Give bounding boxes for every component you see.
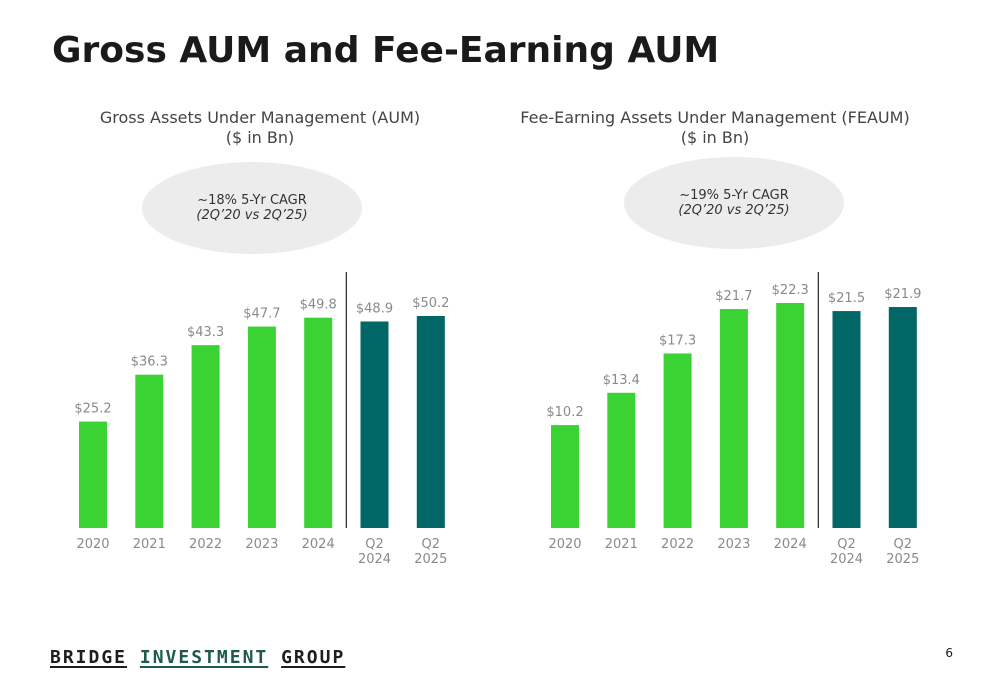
feaum-data-label: $17.3: [659, 333, 696, 348]
feaum-data-label: $21.5: [828, 291, 865, 306]
gross-aum-cagr-sub: (2Q’20 vs 2Q’25): [196, 208, 308, 223]
feaum-cagr-bubble: ~19% 5-Yr CAGR (2Q’20 vs 2Q’25): [624, 157, 844, 249]
gross-aum-data-label: $48.9: [356, 301, 393, 316]
feaum-data-label: $13.4: [603, 373, 640, 388]
feaum-category-label: 2020: [548, 537, 581, 552]
feaum-category-label: 2023: [717, 537, 750, 552]
gross-aum-title-line1: Gross Assets Under Management (AUM): [99, 108, 421, 127]
gross-aum-cagr-bubble: ~18% 5-Yr CAGR (2Q’20 vs 2Q’25): [142, 162, 362, 254]
feaum-category-label: 2024: [774, 537, 807, 552]
gross-aum-bar: [247, 326, 276, 528]
feaum-bar-chart: $10.2 2020 $13.4 2021 $17.3 2022 $21.7 2023 $22.…: [546, 272, 921, 567]
bridge-logo: BRIDGE INVESTMENT GROUP: [50, 647, 345, 668]
gross-aum-data-label: $49.8: [300, 298, 337, 313]
gross-aum-bar: [191, 345, 220, 528]
gross-aum-category-label: 2025: [414, 552, 447, 567]
gross-aum-chart-title: Gross Assets Under Management (AUM) ($ i…: [60, 108, 460, 148]
gross-aum-bar: [135, 374, 164, 528]
gross-aum-data-label: $43.3: [187, 325, 224, 340]
feaum-category-label: Q2: [837, 537, 856, 552]
gross-aum-category-label: 2020: [76, 537, 109, 552]
feaum-cagr-sub: (2Q’20 vs 2Q’25): [678, 203, 790, 218]
gross-aum-data-label: $50.2: [412, 296, 449, 311]
gross-aum-title-line2: ($ in Bn): [225, 128, 295, 147]
gross-aum-data-label: $36.3: [131, 355, 168, 370]
gross-aum-bar: [304, 317, 333, 528]
feaum-bar: [663, 353, 692, 528]
page-title: Gross AUM and Fee-Earning AUM: [52, 30, 720, 71]
feaum-category-label: 2025: [886, 552, 919, 567]
gross-aum-category-label: 2024: [302, 537, 335, 552]
feaum-data-label: $21.9: [884, 287, 921, 302]
gross-aum-category-label: Q2: [365, 537, 384, 552]
feaum-bar: [888, 307, 917, 528]
feaum-bar: [832, 311, 861, 528]
page-number: 6: [945, 646, 953, 660]
gross-aum-cagr-main: ~18% 5-Yr CAGR: [197, 193, 307, 208]
logo-word-1: BRIDGE: [50, 647, 128, 668]
feaum-bar: [551, 425, 579, 528]
feaum-category-label: 2021: [605, 537, 638, 552]
gross-aum-bar-chart: $25.2 2020 $36.3 2021 $43.3 2022 $47.7 2023 $49.…: [74, 272, 449, 567]
feaum-category-label: 2022: [661, 537, 694, 552]
feaum-bar: [776, 303, 805, 528]
gross-aum-data-label: $47.7: [243, 307, 280, 322]
gross-aum-category-label: 2024: [358, 552, 391, 567]
feaum-data-label: $22.3: [772, 283, 809, 298]
gross-aum-category-label: 2022: [189, 537, 222, 552]
logo-word-3: GROUP: [281, 647, 346, 668]
logo-word-2: INVESTMENT: [139, 647, 269, 668]
feaum-category-label: 2024: [830, 552, 863, 567]
feaum-cagr-main: ~19% 5-Yr CAGR: [679, 188, 789, 203]
feaum-data-label: $10.2: [546, 405, 583, 420]
gross-aum-data-label: $25.2: [74, 402, 111, 417]
feaum-bar: [607, 392, 636, 528]
gross-aum-category-label: 2021: [133, 537, 166, 552]
gross-aum-bar: [360, 321, 389, 528]
gross-aum-bar: [79, 421, 107, 528]
gross-aum-category-label: Q2: [422, 537, 441, 552]
feaum-data-label: $21.7: [715, 289, 752, 304]
feaum-category-label: Q2: [894, 537, 913, 552]
feaum-title-line1: Fee-Earning Assets Under Management (FEA…: [520, 108, 910, 127]
feaum-bar: [719, 309, 748, 528]
feaum-title-line2: ($ in Bn): [680, 128, 750, 147]
feaum-chart-title: Fee-Earning Assets Under Management (FEA…: [505, 108, 925, 148]
gross-aum-bar: [416, 316, 445, 528]
gross-aum-category-label: 2023: [245, 537, 278, 552]
